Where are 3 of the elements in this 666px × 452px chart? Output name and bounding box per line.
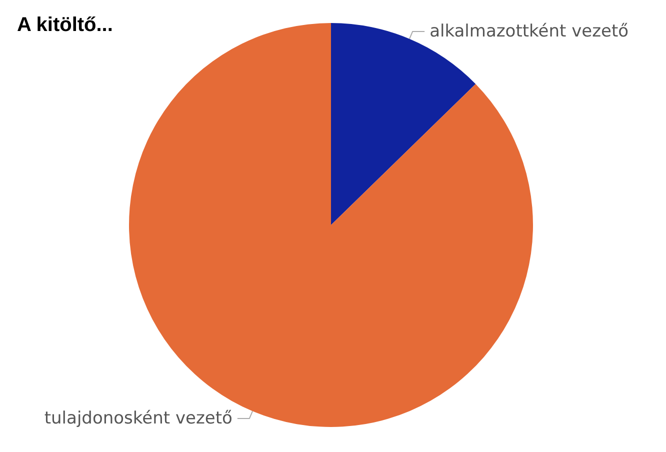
chart-title: A kitöltő... — [17, 14, 113, 36]
slice-label: tulajdonosként vezető — [44, 408, 232, 429]
slice-label: alkalmazottként vezető — [430, 21, 629, 42]
